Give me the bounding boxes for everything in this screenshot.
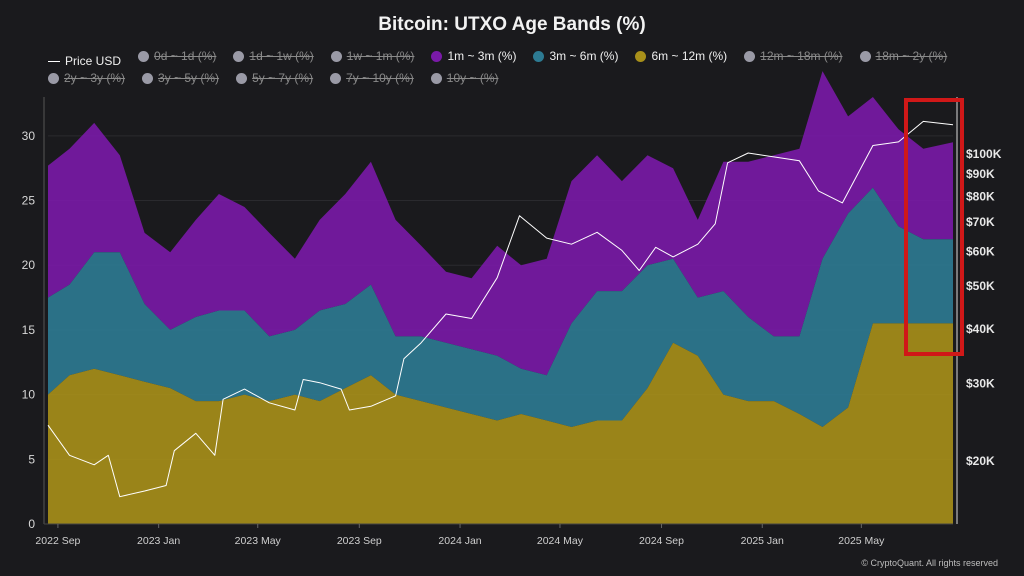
legend-item[interactable]: 1m ~ 3m (%) <box>431 48 516 65</box>
price-line <box>47 120 954 498</box>
x-tick-label: 2023 Sep <box>337 535 382 547</box>
x-tick-label: 2024 Jan <box>438 535 481 547</box>
legend-dot-marker <box>430 73 442 84</box>
legend-item[interactable]: 5y ~ 7y (%) <box>236 70 313 87</box>
highlight-box <box>904 98 964 356</box>
legend-item[interactable]: 18m ~ 2y (%) <box>859 48 948 65</box>
legend-item[interactable]: 1w ~ 1m (%) <box>330 48 415 65</box>
legend-item[interactable]: 2y ~ 3y (%) <box>48 70 125 87</box>
legend-label: 7y ~ 10y (%) <box>346 71 414 85</box>
legend-dot-marker <box>431 51 443 62</box>
legend-dot-marker <box>635 51 647 62</box>
legend-label: 6m ~ 12m (%) <box>651 49 728 63</box>
y-left-tick-label: 20 <box>22 258 36 272</box>
y-right-tick-label: $20K <box>966 454 995 468</box>
y-left-tick-label: 15 <box>22 323 36 337</box>
legend-item[interactable]: 1d ~ 1w (%) <box>233 48 314 65</box>
area-series <box>48 323 953 524</box>
legend-dot-marker <box>236 73 248 84</box>
y-left-tick-label: 0 <box>28 517 35 531</box>
legend-label: 3y ~ 5y (%) <box>158 71 220 85</box>
y-right-tick-label: $90K <box>966 167 995 181</box>
legend-dot-marker <box>48 73 59 84</box>
legend-dot-marker <box>533 51 545 62</box>
legend-label: 18m ~ 2y (%) <box>875 49 948 63</box>
legend-label: 5y ~ 7y (%) <box>252 71 314 85</box>
y-right-tick-label: $100K <box>966 147 1002 161</box>
x-tick-label: 2025 May <box>838 535 885 547</box>
area-series <box>48 71 953 376</box>
legend-dot-marker <box>859 51 871 62</box>
y-right-tick-label: $40K <box>966 322 995 336</box>
legend-label: 0d ~ 1d (%) <box>154 49 217 63</box>
legend-label: Price USD <box>65 54 122 68</box>
legend-label: 10y ~ (%) <box>446 71 499 85</box>
legend-label: 1m ~ 3m (%) <box>447 49 517 63</box>
legend-item[interactable]: Price USD <box>48 53 121 70</box>
legend-label: 1d ~ 1w (%) <box>249 49 314 63</box>
legend-item[interactable]: 6m ~ 12m (%) <box>635 48 727 65</box>
x-tick-label: 2022 Sep <box>35 535 80 547</box>
legend-dot-marker <box>330 51 342 62</box>
legend-dot-marker <box>330 73 342 84</box>
y-right-tick-label: $50K <box>966 279 995 293</box>
chart-title: Bitcoin: UTXO Age Bands (%) <box>378 14 646 35</box>
legend-item[interactable]: 3m ~ 6m (%) <box>533 48 618 65</box>
legend-label: 3m ~ 6m (%) <box>549 49 619 63</box>
area-series <box>48 187 953 427</box>
legend-item[interactable]: 3y ~ 5y (%) <box>142 70 219 87</box>
y-left-tick-label: 10 <box>22 388 36 402</box>
legend-item[interactable]: 12m ~ 18m (%) <box>744 48 843 65</box>
x-tick-label: 2024 Sep <box>639 535 684 547</box>
legend-dot-marker <box>233 51 245 62</box>
legend-label: 2y ~ 3y (%) <box>64 71 126 85</box>
legend-dot-marker <box>138 51 150 62</box>
legend-item[interactable]: 7y ~ 10y (%) <box>330 70 414 87</box>
chart-legend: Price USD 0d ~ 1d (%) 1d ~ 1w (%) 1w ~ 1m (… <box>48 48 1008 89</box>
legend-dot-marker <box>142 73 154 84</box>
y-left-tick-label: 30 <box>22 129 36 143</box>
y-right-tick-label: $60K <box>966 244 995 258</box>
x-tick-label: 2025 Jan <box>741 535 784 547</box>
y-left-tick-label: 5 <box>28 452 35 466</box>
legend-item[interactable]: 10y ~ (%) <box>430 70 499 87</box>
x-tick-label: 2024 May <box>537 535 584 547</box>
copyright-credit: © CryptoQuant. All rights reserved <box>861 558 998 568</box>
x-tick-label: 2023 Jan <box>137 535 180 547</box>
legend-item[interactable]: 0d ~ 1d (%) <box>138 48 216 65</box>
legend-label: 12m ~ 18m (%) <box>760 49 843 63</box>
y-right-tick-label: $30K <box>966 377 995 391</box>
legend-label: 1w ~ 1m (%) <box>346 49 415 63</box>
y-right-tick-label: $80K <box>966 190 995 204</box>
y-left-tick-label: 25 <box>22 194 36 208</box>
y-right-tick-label: $70K <box>966 215 995 229</box>
legend-line-marker <box>48 61 60 62</box>
legend-dot-marker <box>744 51 756 62</box>
x-tick-label: 2023 May <box>235 535 282 547</box>
